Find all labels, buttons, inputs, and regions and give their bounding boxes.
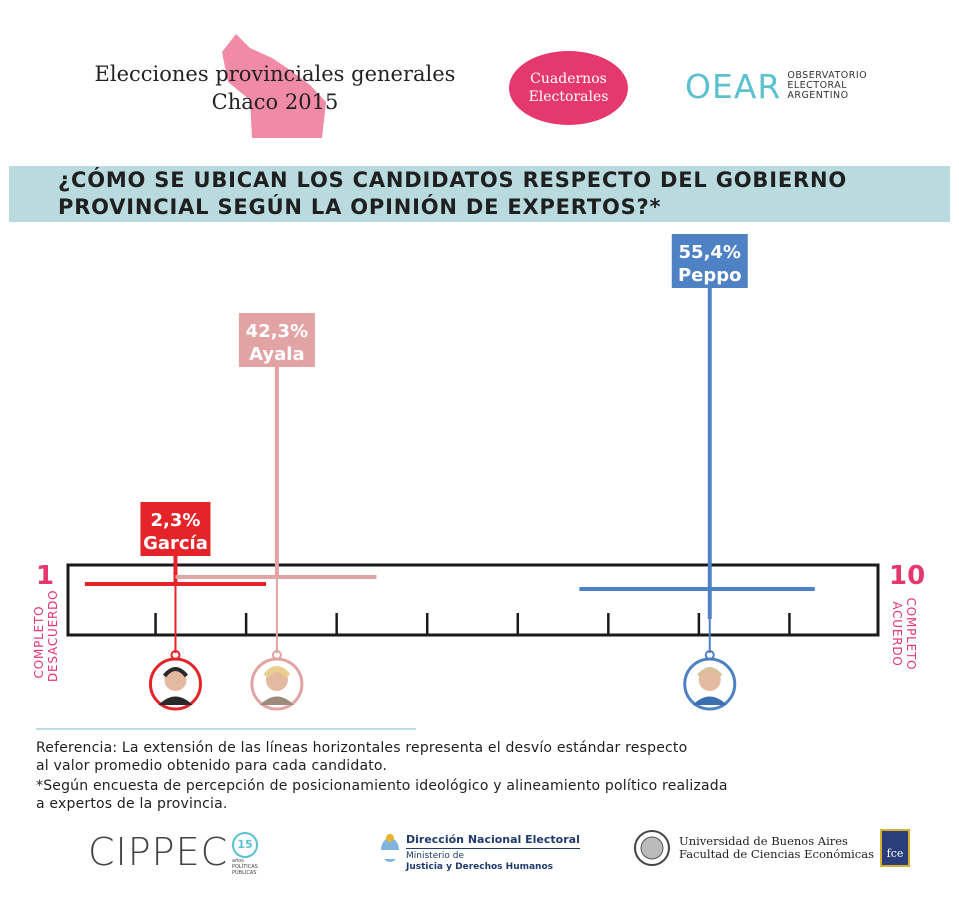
fce-badge: fce [880,829,910,867]
chart-question: ¿CÓMO SE UBICAN LOS CANDIDATOS RESPECTO … [58,167,847,221]
chaco-map-shape [222,34,326,138]
cippec-subtitle: años POLÍTICAS PÚBLICAS [232,858,258,876]
scale-min-text-line1: COMPLETO [32,605,46,679]
oear-line1: OBSERVATORIO [787,70,868,81]
question-line2: PROVINCIAL SEGÚN LA OPINIÓN DE EXPERTOS?… [58,195,662,219]
notes-divider [36,728,416,730]
header-title-line1: Elecciones provinciales generales [94,62,456,86]
peppo-name-label: Peppo [678,265,742,286]
cuadernos-electorales-badge: Cuadernos Electorales [509,51,628,125]
dne-line3: Justicia y Derechos Humanos [406,862,553,872]
oear-line2: ELECTORAL [787,80,848,91]
garcia-label-box [140,502,211,556]
garcia-percentage-label: 2,3% [151,510,201,531]
reference-line2: al valor promedio obtenido para cada can… [36,758,388,774]
scale-max-text: COMPLETO ACUERDO [890,594,918,674]
reference-note: Referencia: La extensión de las líneas h… [36,739,836,775]
scale-min-text-line2: DESACUERDO [46,589,60,682]
cippec-15-badge: 15 [232,832,258,858]
peppo-photo-hair [697,667,723,678]
cippec-years-word: años [232,858,244,864]
footnote-line2: a expertos de la provincia. [36,796,228,812]
ayala-photo-body [259,696,294,705]
dne-logo: Dirección Nacional Electoral Ministerio … [380,833,580,873]
dne-title: Dirección Nacional Electoral [406,833,580,849]
ayala-percentage-label: 42,3% [246,321,308,342]
question-band [9,166,950,222]
header-title: Elecciones provinciales generales Chaco … [60,60,490,116]
scale-min-text: COMPLETO DESACUERDO [32,589,60,682]
dne-line2: Ministerio de [406,851,465,861]
scale-max-text-line2: ACUERDO [890,601,904,667]
footnote-line1: *Según encuesta de percepción de posicio… [36,778,728,794]
scale-min-number: 1 [36,561,55,591]
scale-frame [66,563,880,637]
argentina-shield-icon [381,834,399,862]
ayala-label-box [238,313,315,367]
ayala-photo-hair [263,666,291,678]
footnote: *Según encuesta de percepción de posicio… [36,777,836,813]
fce-text: fce [886,847,904,860]
garcia-photo-hair [162,667,189,678]
peppo-photo-body [692,696,727,705]
ayala-name-label: Ayala [249,344,305,365]
uba-line2: Facultad de Ciencias Económicas [679,847,874,861]
dne-text: Dirección Nacional Electoral Ministerio … [406,833,580,873]
cippec-sub2: PÚBLICAS [232,870,257,876]
garcia-photo-body [158,696,193,705]
garcia-name-label: García [143,533,208,554]
peppo-percentage-label: 55,4% [679,242,741,263]
uba-line1: Universidad de Buenos Aires [679,834,848,848]
badge-line1: Cuadernos [530,71,607,87]
cippec-sub1: POLÍTICAS [232,864,258,870]
question-line1: ¿CÓMO SE UBICAN LOS CANDIDATOS RESPECTO … [58,168,847,192]
badge-line2: Electorales [528,89,609,105]
header-title-line2: Chaco 2015 [211,90,339,114]
ayala-photo-face [265,669,288,691]
candidate-position-chart: 2,3%García 42,3%Ayala 55,4%Peppo [66,234,880,711]
oear-logo: OEAR OBSERVATORIO ELECTORAL ARGENTINO [685,66,867,106]
uba-logo: Universidad de Buenos Aires Facultad de … [633,829,910,867]
peppo-photo-face [698,669,721,691]
cippec-logo: CIPPEC [88,830,229,874]
oear-logo-mark: OEAR [685,66,782,106]
scale-max-number: 10 [889,561,926,591]
uba-seal-icon [634,830,670,866]
garcia-photo-face [164,669,187,691]
oear-line3: ARGENTINO [787,90,849,101]
peppo-label-box [671,234,748,288]
oear-logo-text: OBSERVATORIO ELECTORAL ARGENTINO [787,71,867,101]
uba-text: Universidad de Buenos Aires Facultad de … [679,835,874,861]
reference-line1: Referencia: La extensión de las líneas h… [36,740,688,756]
scale-max-text-line1: COMPLETO [904,597,918,671]
